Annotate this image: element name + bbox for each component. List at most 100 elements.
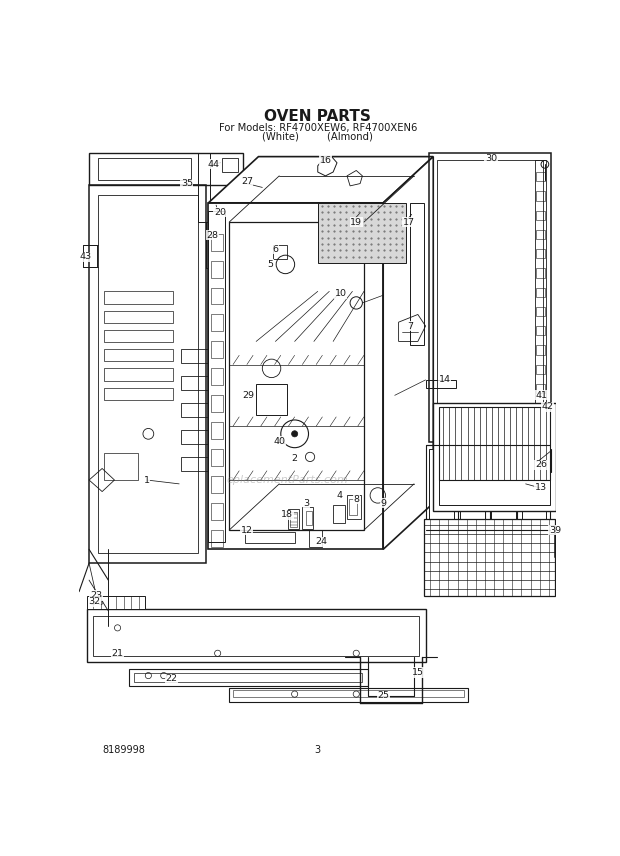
Polygon shape (208, 203, 383, 550)
Text: 28: 28 (206, 230, 218, 240)
Bar (211, 314, 223, 331)
Text: 16: 16 (319, 156, 332, 165)
Bar (536, 172, 545, 181)
Bar (536, 306, 545, 316)
Bar (273, 245, 287, 259)
Bar (523, 445, 549, 530)
Text: 15: 15 (412, 668, 424, 677)
Bar (536, 249, 545, 259)
Text: 30: 30 (485, 154, 497, 163)
Text: 9: 9 (380, 499, 386, 508)
Text: 17: 17 (402, 217, 415, 227)
Bar (104, 349, 173, 361)
Bar (536, 422, 545, 431)
Text: 42: 42 (541, 402, 553, 412)
Bar (129, 669, 368, 686)
Bar (87, 596, 144, 609)
Bar (536, 326, 545, 336)
Bar (437, 160, 543, 434)
Bar (430, 152, 551, 442)
Bar (99, 158, 191, 180)
Text: 29: 29 (242, 391, 254, 400)
Bar (211, 234, 223, 251)
Bar (536, 191, 545, 200)
Bar (410, 203, 424, 345)
Text: 3: 3 (315, 745, 321, 754)
Bar (211, 288, 223, 305)
Text: 10: 10 (335, 289, 347, 298)
Text: 32: 32 (89, 597, 100, 606)
Bar (424, 519, 555, 596)
Text: 24: 24 (316, 537, 327, 546)
Bar (536, 383, 545, 393)
Text: 27: 27 (241, 176, 253, 186)
Text: For Models: RF4700XEW6, RF4700XEN6: For Models: RF4700XEW6, RF4700XEN6 (219, 123, 417, 134)
Text: 5: 5 (267, 260, 273, 269)
Bar (440, 407, 551, 480)
Bar (104, 330, 173, 342)
Bar (522, 449, 546, 526)
Bar (182, 457, 208, 471)
Bar (93, 615, 419, 656)
Polygon shape (383, 157, 433, 550)
Text: eplacementParts.com: eplacementParts.com (226, 475, 348, 485)
Text: 2: 2 (291, 454, 298, 463)
Bar (229, 688, 468, 702)
Bar (460, 449, 485, 526)
Text: (White)         (Almond): (White) (Almond) (262, 132, 373, 141)
Text: 25: 25 (377, 691, 389, 700)
Bar (211, 260, 223, 277)
Bar (333, 505, 345, 523)
Bar (206, 222, 228, 268)
Text: 21: 21 (112, 649, 123, 657)
Bar (211, 530, 223, 547)
Bar (135, 673, 363, 681)
Bar (104, 291, 173, 304)
Bar (233, 690, 464, 697)
Bar (490, 445, 517, 530)
Text: 43: 43 (79, 253, 91, 261)
Bar (211, 503, 223, 520)
Bar (211, 342, 223, 359)
Text: 8189998: 8189998 (102, 745, 145, 754)
Bar (182, 349, 208, 363)
Bar (211, 368, 223, 385)
Bar (89, 152, 243, 185)
Bar (440, 409, 551, 505)
Bar (104, 311, 173, 323)
Bar (425, 445, 453, 530)
Text: 8: 8 (353, 495, 359, 504)
Text: 19: 19 (350, 217, 362, 227)
Bar (216, 203, 239, 220)
Text: 7: 7 (407, 322, 413, 330)
Bar (536, 365, 545, 374)
Text: 40: 40 (273, 437, 285, 446)
Bar (83, 245, 97, 267)
Bar (536, 345, 545, 354)
Bar (211, 476, 223, 493)
Bar (536, 268, 545, 277)
Text: 23: 23 (90, 591, 102, 600)
Bar (347, 496, 361, 519)
Bar (104, 388, 173, 400)
Text: 22: 22 (166, 675, 177, 683)
Bar (211, 449, 223, 467)
Bar (104, 453, 138, 480)
Bar (536, 288, 545, 297)
Text: 3: 3 (303, 499, 309, 508)
Text: 20: 20 (214, 207, 226, 217)
Bar (182, 376, 208, 390)
Text: 14: 14 (439, 376, 451, 384)
Bar (458, 445, 485, 530)
Text: 4: 4 (336, 491, 342, 500)
Bar (536, 403, 545, 413)
Bar (104, 368, 173, 381)
Text: 35: 35 (181, 179, 193, 188)
Bar (256, 383, 287, 414)
Bar (317, 203, 406, 263)
Bar (221, 158, 239, 172)
Bar (425, 380, 456, 388)
Text: 41: 41 (535, 391, 547, 400)
Bar (536, 211, 545, 220)
Bar (290, 512, 297, 527)
